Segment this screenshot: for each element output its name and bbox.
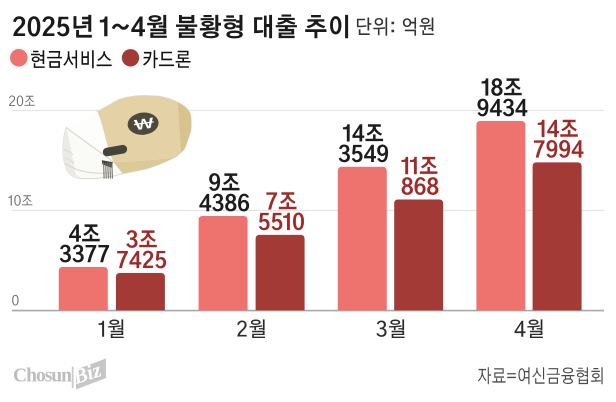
svg-text:Chosun: Chosun bbox=[13, 366, 72, 387]
